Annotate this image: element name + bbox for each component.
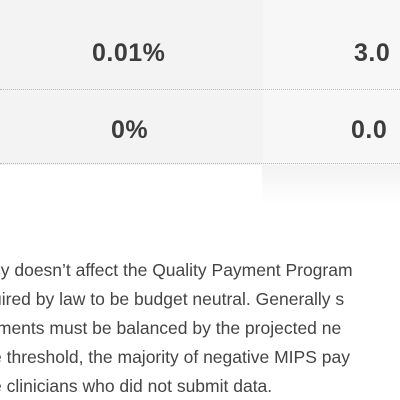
paragraph-line: e clinicians who did not submit data. (0, 376, 273, 396)
row-divider (0, 89, 400, 90)
paragraph-line: e threshold, the majority of negative MI… (0, 347, 350, 367)
paragraph-line: uired by law to be budget neutral. Gener… (0, 289, 345, 309)
table-cell: 0.0 (351, 116, 388, 144)
table-column-highlight (263, 0, 400, 165)
table-cell: 3.0 (354, 39, 391, 67)
table-row: 0.01% 3.0 (0, 15, 400, 88)
payment-adjustment-table: 0.01% 3.0 0% 0.0 (0, 0, 400, 165)
body-paragraph: cy doesn’t affect the Quality Payment Pr… (0, 256, 400, 400)
paragraph-line: tments must be balanced by the projected… (0, 318, 342, 338)
row-divider (0, 163, 400, 164)
table-cell: 0% (111, 116, 149, 144)
table-row: 0% 0.0 (0, 92, 400, 165)
paragraph-line: cy doesn’t affect the Quality Payment Pr… (0, 260, 353, 280)
table-cell: 0.01% (92, 39, 166, 67)
table-shadow (262, 165, 400, 205)
